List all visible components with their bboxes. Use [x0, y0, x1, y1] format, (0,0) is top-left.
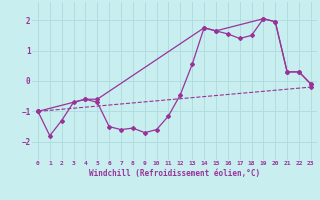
- X-axis label: Windchill (Refroidissement éolien,°C): Windchill (Refroidissement éolien,°C): [89, 169, 260, 178]
